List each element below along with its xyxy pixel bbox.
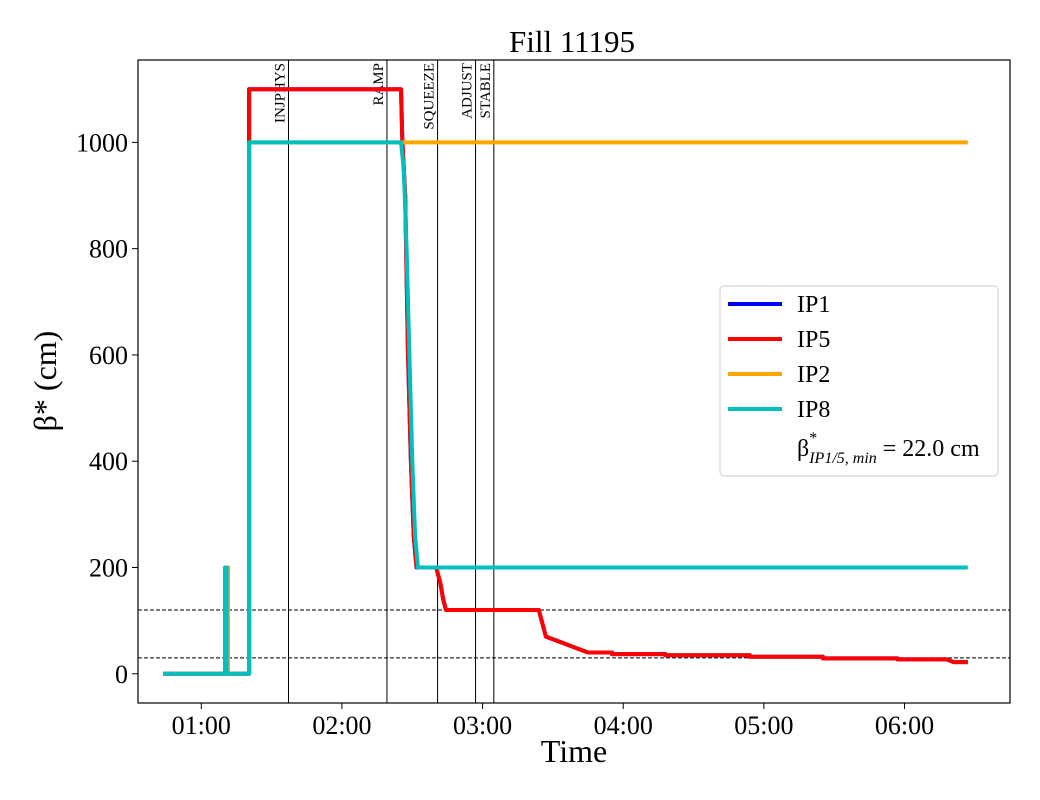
x-tick-label: 04:00 (594, 711, 653, 740)
y-tick-label: 0 (115, 660, 128, 689)
phase-lines: INJPHYS RAMP SQUEEZE ADJUST STABLE (272, 60, 495, 703)
phase-label: STABLE (478, 63, 494, 118)
y-tick-label: 600 (89, 341, 128, 370)
x-axis: 01:00 02:00 03:00 04:00 05:00 06:00 (172, 703, 934, 740)
y-axis: 0 200 400 600 800 1000 (76, 128, 138, 689)
y-tick-label: 200 (89, 553, 128, 582)
x-tick-label: 05:00 (734, 711, 793, 740)
legend-beta-value: = 22.0 cm (877, 436, 980, 462)
y-tick-label: 1000 (76, 128, 128, 157)
series-line-ip5 (163, 87, 968, 676)
x-axis-label: Time (541, 733, 607, 769)
phase-label: SQUEEZE (422, 63, 438, 130)
x-tick-label: 01:00 (172, 711, 231, 740)
phase-label: ADJUST (460, 63, 476, 119)
legend-beta-subscript: IP1/5, min (808, 450, 877, 467)
plot-frame (137, 59, 1011, 704)
chart-title: Fill 11195 (509, 24, 635, 59)
legend: IP1 IP5 IP2 IP8 β* IP1/5, min = 22.0 cm (719, 285, 999, 477)
legend-box (719, 285, 999, 477)
y-axis-label: β* (cm) (27, 331, 63, 432)
reference-lines (138, 609, 1010, 659)
series-line-ip8 (163, 140, 968, 676)
legend-label: IP5 (797, 327, 830, 353)
legend-label: IP1 (797, 292, 830, 318)
phase-label: RAMP (371, 63, 387, 106)
y-tick-label: 800 (89, 235, 128, 264)
x-tick-label: 06:00 (875, 711, 934, 740)
y-tick-label: 400 (89, 447, 128, 476)
legend-beta-symbol: β (797, 436, 809, 462)
legend-label: IP8 (797, 397, 830, 423)
legend-beta-superscript: * (809, 430, 817, 447)
x-tick-label: 02:00 (312, 711, 371, 740)
x-tick-label: 03:00 (453, 711, 512, 740)
phase-label: INJPHYS (272, 63, 288, 123)
legend-beta-min-label: β* IP1/5, min = 22.0 cm (797, 430, 980, 467)
series-layer (163, 87, 968, 676)
legend-label: IP2 (797, 362, 830, 388)
